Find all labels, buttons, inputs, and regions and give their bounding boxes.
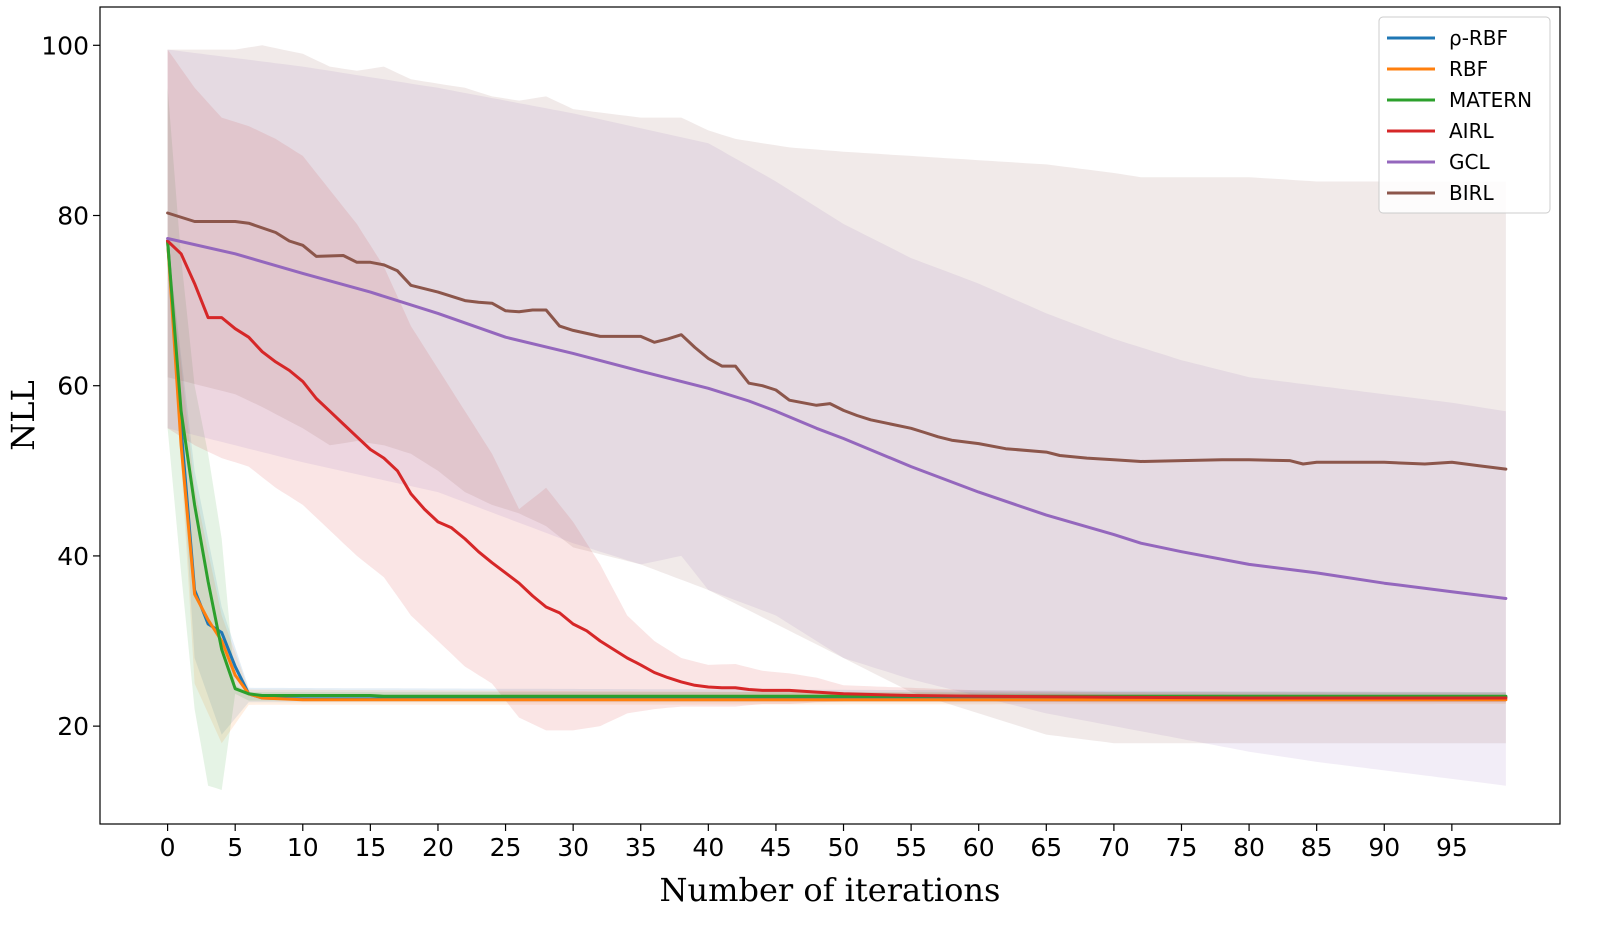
- legend: ρ-RBF RBF MATERN AIRL GCL BIRL: [1378, 16, 1551, 214]
- x-axis-title: Number of iterations: [660, 871, 1001, 909]
- x-axis-ticks: 0 5 10 15 20 25 30 35 40 45 50 55 60 65 70 75 80 85 90 95: [160, 824, 1468, 862]
- confidence-bands: [167, 45, 1506, 791]
- x-tick-label: 25: [490, 833, 522, 862]
- x-tick-label: 60: [963, 833, 995, 862]
- x-tick-label: 70: [1098, 833, 1130, 862]
- x-tick-label: 15: [354, 833, 386, 862]
- x-tick-label: 0: [160, 833, 176, 862]
- y-tick-label: 80: [57, 202, 89, 231]
- x-tick-label: 30: [557, 833, 589, 862]
- x-tick-label: 55: [895, 833, 927, 862]
- x-tick-label: 80: [1233, 833, 1265, 862]
- band-6: [167, 45, 1506, 744]
- y-axis-ticks: 20 40 60 80 100: [41, 31, 100, 741]
- y-tick-label: 60: [57, 372, 89, 401]
- x-tick-label: 85: [1301, 833, 1333, 862]
- band-5: [167, 49, 1506, 786]
- x-tick-label: 35: [625, 833, 657, 862]
- legend-label: AIRL: [1449, 119, 1494, 143]
- y-tick-label: 100: [41, 31, 89, 60]
- legend-label: BIRL: [1449, 181, 1495, 205]
- x-tick-label: 65: [1030, 833, 1062, 862]
- x-tick-label: 45: [760, 833, 792, 862]
- series-line-6: [166, 211, 1508, 471]
- plot-area-frame: [99, 6, 1561, 825]
- x-tick-label: 50: [828, 833, 860, 862]
- x-tick-label: 90: [1368, 833, 1400, 862]
- series-line-5: [166, 237, 1508, 600]
- series-line-4: [166, 239, 1508, 700]
- y-axis-title: NLL: [4, 380, 42, 451]
- x-tick-label: 75: [1166, 833, 1198, 862]
- x-tick-label: 20: [422, 833, 454, 862]
- legend-label: RBF: [1449, 57, 1488, 81]
- y-tick-label: 20: [57, 712, 89, 741]
- legend-label: ρ-RBF: [1449, 26, 1508, 50]
- x-tick-label: 95: [1436, 833, 1468, 862]
- band-2: [167, 241, 1506, 744]
- legend-label: MATERN: [1449, 88, 1532, 112]
- series-line-3: [166, 239, 1508, 698]
- band-4: [167, 49, 1506, 731]
- x-tick-label: 40: [692, 833, 724, 862]
- legend-label: GCL: [1449, 150, 1490, 174]
- y-tick-label: 40: [57, 542, 89, 571]
- legend-box: [1378, 16, 1551, 214]
- x-tick-label: 10: [287, 833, 319, 862]
- x-tick-label: 5: [227, 833, 243, 862]
- series-lines: [166, 211, 1508, 702]
